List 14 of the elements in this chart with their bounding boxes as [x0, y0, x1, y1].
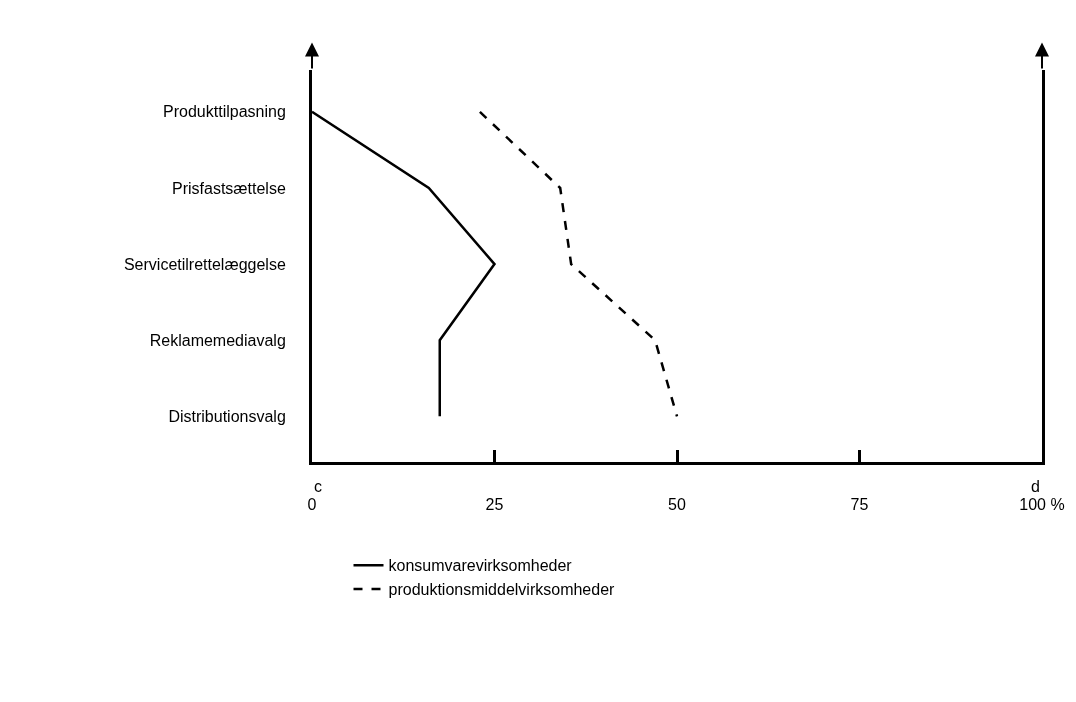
- x-tick-label: 75: [850, 496, 869, 514]
- text: c: [314, 478, 322, 495]
- x-tick-label: 25: [485, 496, 504, 514]
- x-tick-label: 0: [307, 496, 317, 514]
- y-tick-label: Produkttilpasning: [163, 103, 286, 121]
- text: d: [1031, 478, 1040, 495]
- y-tick-label: Reklamemediavalg: [149, 331, 286, 349]
- y-tick-label: Prisfastsættelse: [171, 179, 286, 197]
- x-tick-label: 100 %: [1019, 496, 1065, 514]
- y-tick-label: Servicetilrettelæggelse: [123, 255, 286, 273]
- y-tick-label: Distributionsvalg: [168, 407, 286, 425]
- legend-label: produktionsmiddelvirksomheder: [388, 581, 616, 599]
- x-tick-label: 50: [668, 496, 686, 514]
- legend-label: konsumvarevirksomheder: [388, 557, 573, 575]
